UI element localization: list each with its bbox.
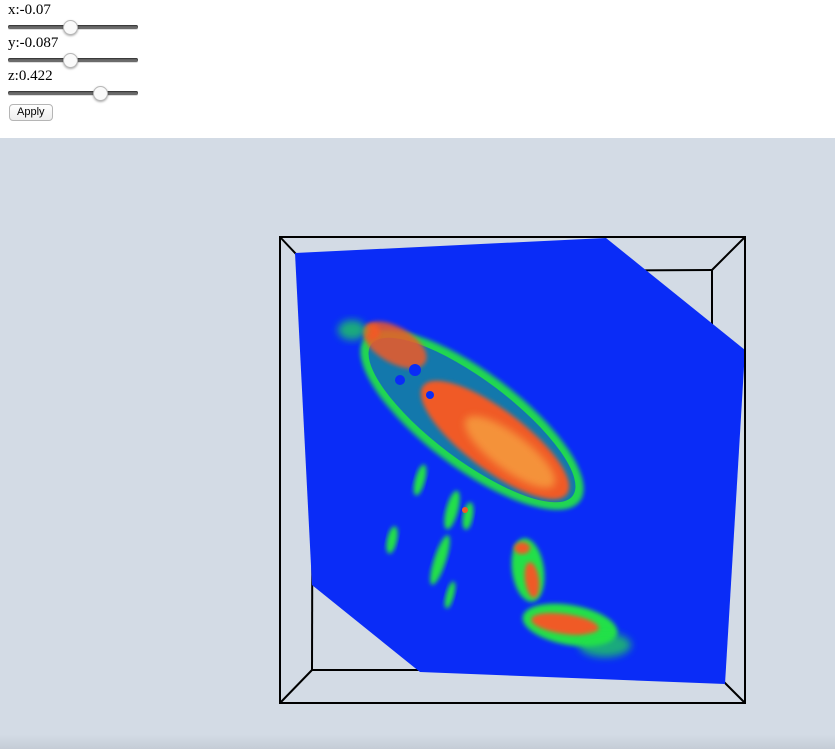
z-slider-thumb[interactable] <box>93 86 108 101</box>
z-slider-label: z:0.422 <box>8 68 53 84</box>
y-slider[interactable] <box>8 53 138 68</box>
bounding-box-front <box>279 236 746 704</box>
y-slider-thumb[interactable] <box>63 53 79 68</box>
apply-button[interactable]: Apply <box>9 104 53 121</box>
viewport-bottom-shade <box>0 735 835 749</box>
volume-render-canvas[interactable] <box>0 138 835 749</box>
slider-controls: x:-0.07 y:-0.087 z:0.422 Apply <box>0 0 835 138</box>
z-slider[interactable] <box>8 86 138 101</box>
x-slider-label: x:-0.07 <box>8 2 51 18</box>
x-slider[interactable] <box>8 20 138 35</box>
y-slider-label: y:-0.087 <box>8 35 59 51</box>
3d-viewport[interactable] <box>0 138 835 749</box>
x-slider-thumb[interactable] <box>63 20 79 35</box>
z-slider-track[interactable] <box>8 91 138 95</box>
specimen-rendering <box>338 320 631 657</box>
